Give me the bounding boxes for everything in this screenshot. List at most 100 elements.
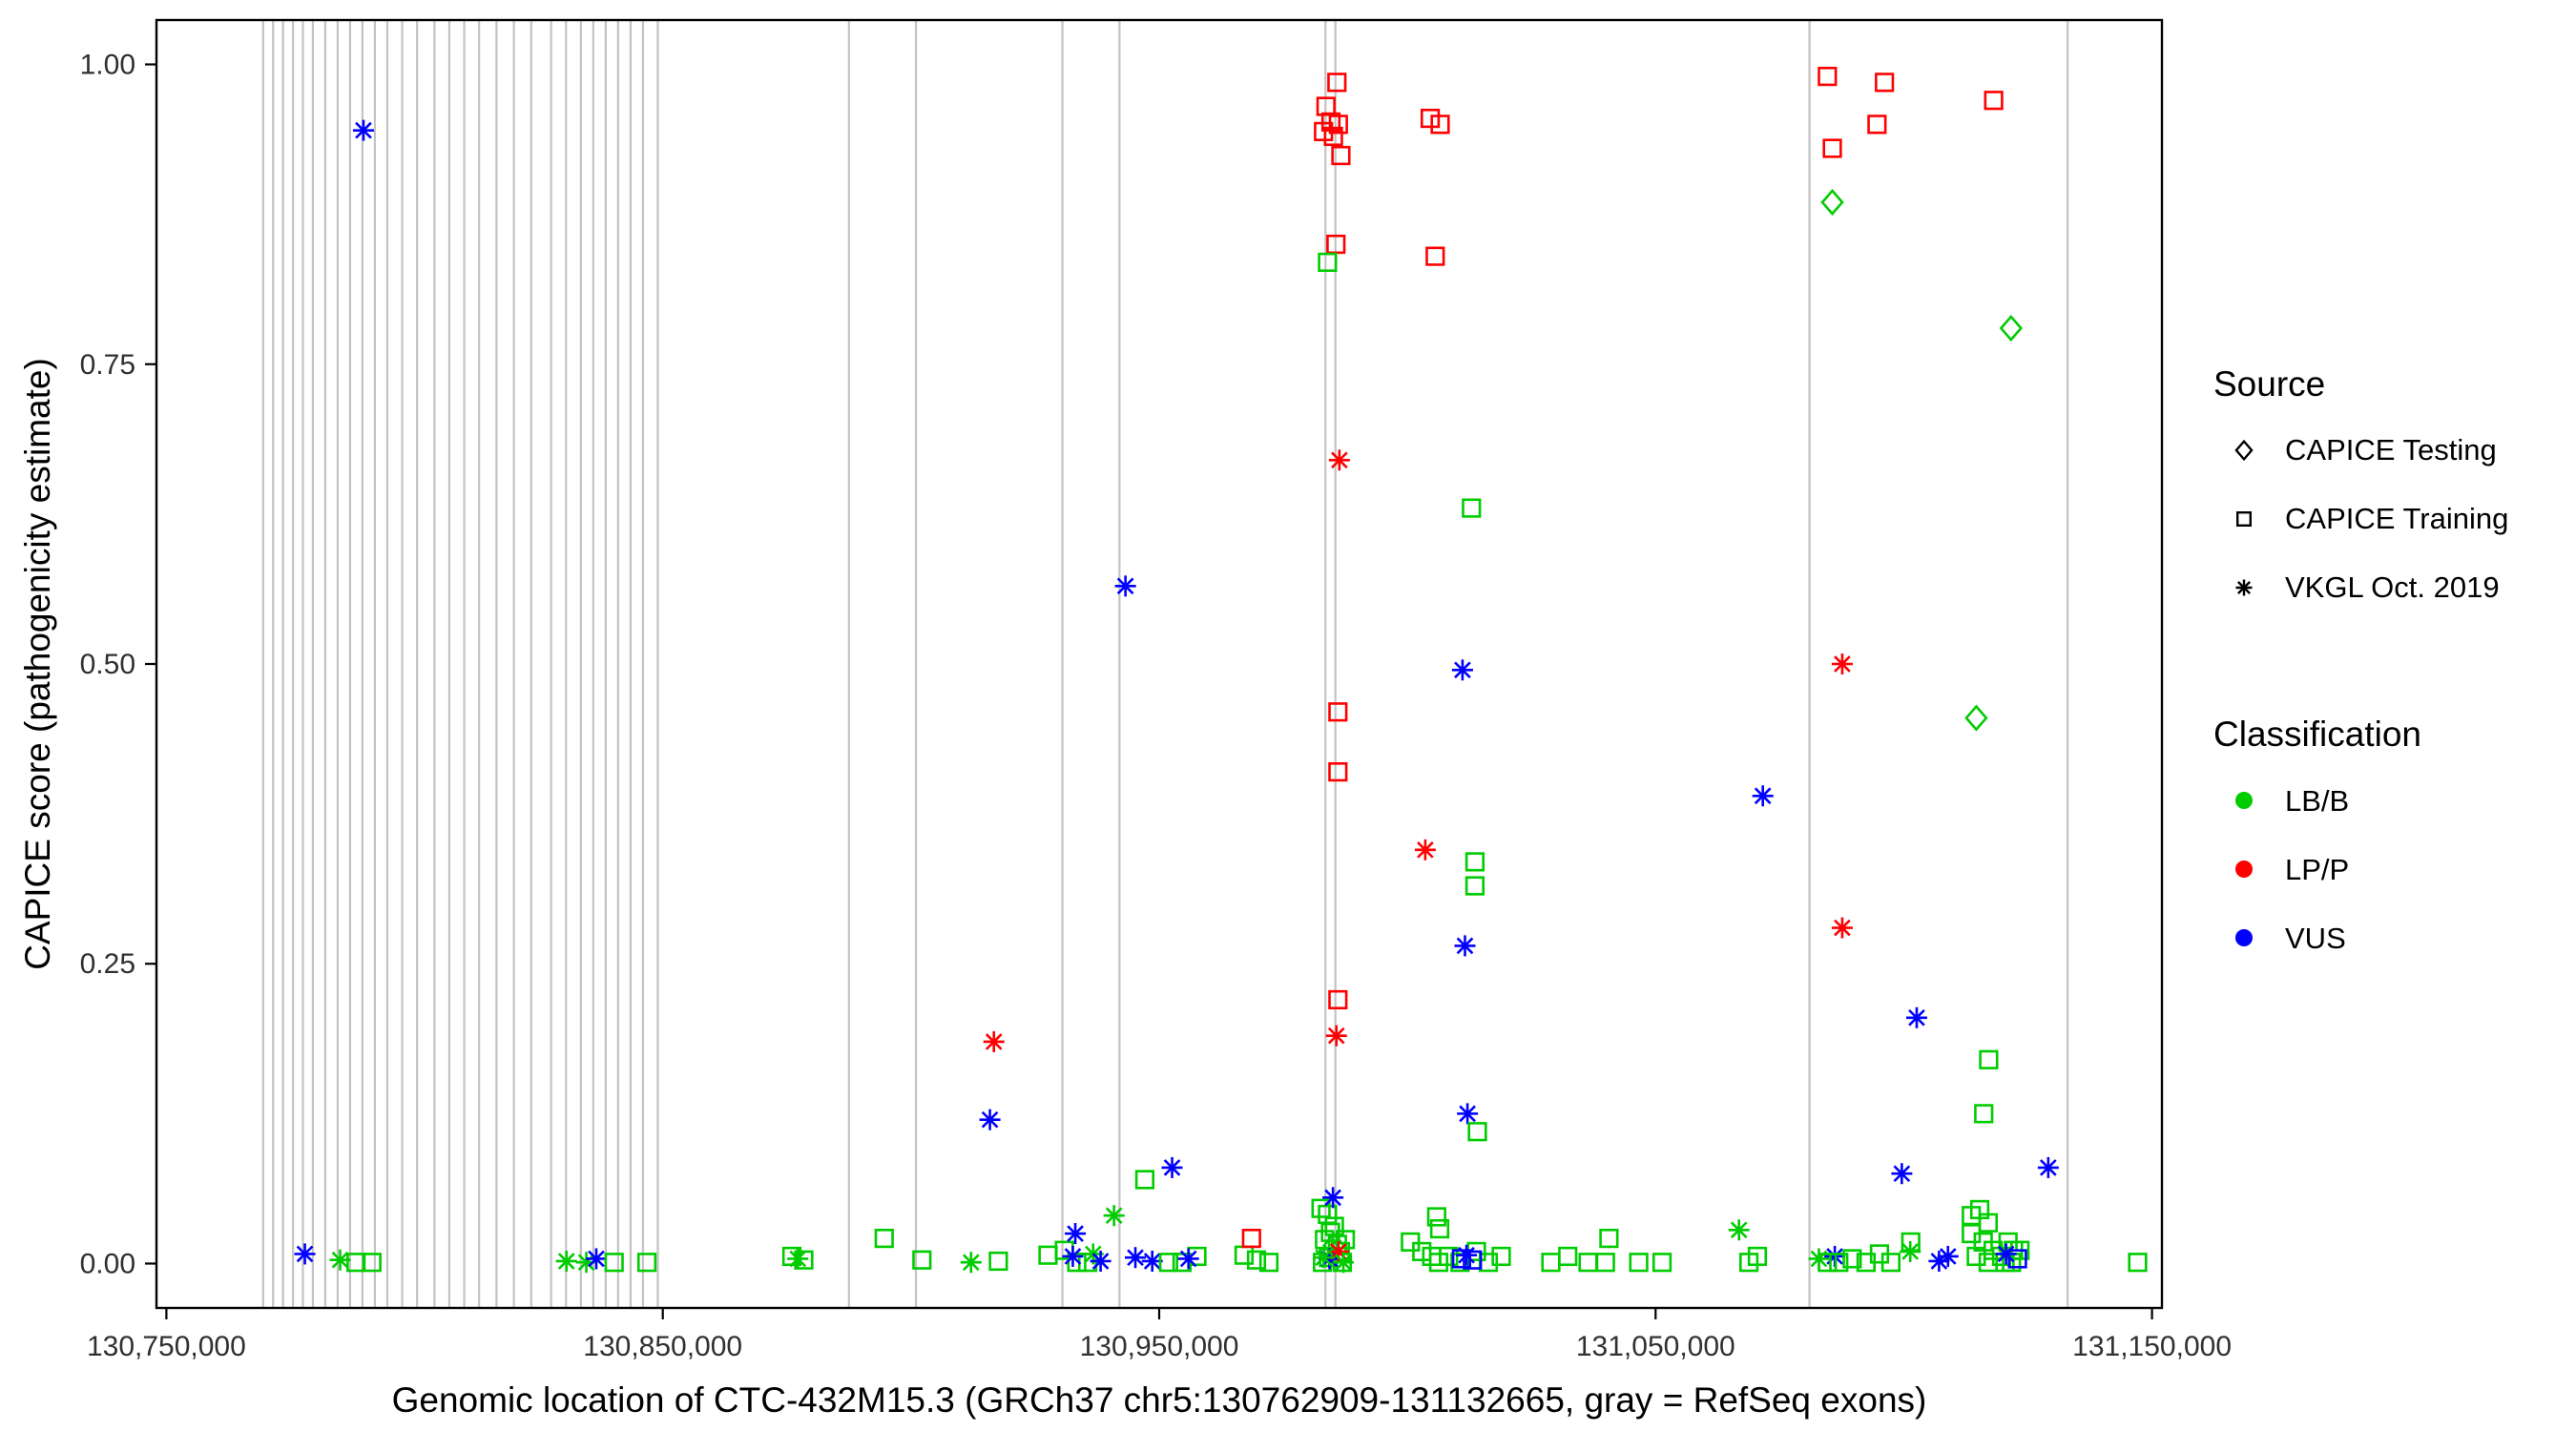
- data-point-training: [1327, 73, 1347, 93]
- data-point-training: [1425, 246, 1445, 266]
- data-point-vkgl: [1831, 917, 1853, 939]
- data-point-training: [1318, 252, 1338, 273]
- data-point-training: [1328, 989, 1348, 1010]
- data-point-training: [1491, 1246, 1511, 1267]
- data-point-training: [1979, 1049, 1999, 1069]
- data-point-training: [1462, 498, 1482, 518]
- data-point-vkgl: [1125, 1247, 1147, 1269]
- legend-classification-title: Classification: [2213, 715, 2421, 754]
- plot-panel-layer: 130,750,000 130,850,000 130,950,000 131,050…: [80, 18, 2232, 1362]
- data-point-vkgl: [787, 1248, 809, 1270]
- data-point-training: [1599, 1228, 1619, 1249]
- data-point-training: [604, 1253, 624, 1273]
- x-axis-title: Genomic location of CTC-432M15.3 (GRCh37…: [392, 1380, 1927, 1420]
- data-point-vkgl: [1454, 935, 1476, 957]
- data-point-vkgl: [1325, 1025, 1347, 1047]
- data-point-vkgl: [1065, 1223, 1087, 1245]
- data-point-training: [1258, 1253, 1279, 1273]
- data-point-vkgl: [1414, 839, 1436, 861]
- data-point-training: [1336, 1230, 1356, 1250]
- data-point-training: [1465, 852, 1485, 872]
- data-point-vkgl: [983, 1030, 1005, 1052]
- data-point-vkgl: [1313, 1247, 1335, 1269]
- data-point-vkgl: [1728, 1219, 1750, 1241]
- data-point-vkgl: [1103, 1205, 1125, 1227]
- data-point-vkgl: [1995, 1243, 2017, 1265]
- y-tick-label: 1.00: [80, 50, 135, 81]
- data-point-training: [1867, 114, 1887, 135]
- data-point-training: [1311, 1198, 1331, 1218]
- legend-source-keys: [2234, 439, 2254, 596]
- data-point-training: [1747, 1246, 1768, 1267]
- data-point-training: [1328, 702, 1348, 722]
- data-point-training: [2128, 1253, 2148, 1273]
- data-point-training: [1429, 1218, 1450, 1239]
- data-point-training: [1875, 73, 1895, 93]
- data-point-training: [1818, 66, 1838, 87]
- data-point-vkgl: [1322, 1187, 1344, 1209]
- data-point-vkgl: [1456, 1244, 1478, 1266]
- legend-label-vkgl: VKGL Oct. 2019: [2285, 570, 2500, 604]
- legend-classification-keys: [2235, 792, 2253, 946]
- data-point-training: [636, 1253, 657, 1273]
- legend-color-swatch-lbb: [2235, 792, 2253, 809]
- legend-classification: Classification LB/B LP/P VUS: [2213, 715, 2421, 955]
- data-point-vkgl: [979, 1109, 1001, 1130]
- legend-key-square-icon: [2235, 510, 2253, 528]
- data-point-vkgl: [352, 119, 374, 141]
- data-point-vkgl: [2037, 1156, 2059, 1178]
- data-point-training: [1465, 876, 1485, 896]
- data-point-training: [874, 1228, 894, 1249]
- data-point-training: [912, 1250, 932, 1270]
- data-point-testing: [1999, 314, 2023, 342]
- x-tick-label: 130,750,000: [87, 1331, 246, 1362]
- data-point-vkgl: [960, 1252, 982, 1274]
- legend-source-title: Source: [2213, 364, 2325, 404]
- data-point-training: [1314, 121, 1334, 141]
- x-tick-label: 130,950,000: [1080, 1331, 1239, 1362]
- data-point-vkgl: [1114, 575, 1136, 597]
- legend-source: Source CAPICE Testing CAPICE Training VK…: [2213, 364, 2508, 604]
- y-tick-label: 0.50: [80, 649, 135, 680]
- data-point-vkgl: [1891, 1163, 1913, 1185]
- data-point-training: [1558, 1246, 1578, 1267]
- legend-label-capice-testing: CAPICE Testing: [2285, 433, 2497, 467]
- data-point-vkgl: [1457, 1103, 1479, 1125]
- data-point-training: [1818, 1253, 1838, 1273]
- y-tick-label: 0.25: [80, 948, 135, 980]
- legend-key-diamond-icon: [2234, 439, 2254, 462]
- data-point-vkgl: [1905, 1006, 1927, 1028]
- data-point-vkgl: [1831, 653, 1853, 674]
- data-point-training: [1331, 145, 1351, 166]
- data-point-training: [1467, 1122, 1487, 1142]
- data-point-vkgl: [575, 1252, 597, 1274]
- data-point-training: [1430, 114, 1450, 135]
- data-point-vkgl: [1333, 1252, 1355, 1274]
- data-point-training: [1629, 1253, 1649, 1273]
- data-point-training: [1428, 1253, 1449, 1273]
- data-point-testing: [1820, 188, 1844, 217]
- data-point-training: [1822, 138, 1842, 158]
- legend-label-capice-training: CAPICE Training: [2285, 502, 2508, 535]
- data-point-training: [1829, 1253, 1849, 1273]
- data-point-training: [1246, 1250, 1267, 1270]
- x-tick-label: 131,150,000: [2072, 1331, 2232, 1362]
- data-point-training: [1420, 108, 1441, 129]
- legend-color-swatch-vus: [2235, 929, 2253, 946]
- data-point-vkgl: [555, 1250, 577, 1272]
- data-point-training: [1451, 1249, 1471, 1269]
- data-point-training: [1158, 1253, 1178, 1273]
- plot-panel-background: [156, 20, 2162, 1308]
- x-tick-label: 130,850,000: [583, 1331, 742, 1362]
- legend-key-asterisk-icon: [2235, 579, 2253, 596]
- data-point-training: [1974, 1104, 1994, 1124]
- data-point-training: [1134, 1170, 1155, 1190]
- data-point-testing: [1964, 704, 1988, 732]
- data-point-training: [1323, 126, 1343, 147]
- data-point-vkgl: [1752, 785, 1774, 807]
- data-point-vkgl: [1090, 1250, 1111, 1272]
- data-point-training: [1978, 1213, 1998, 1233]
- data-point-vkgl: [1937, 1245, 1959, 1267]
- y-axis-title: CAPICE score (pathogenicity estimate): [18, 358, 57, 970]
